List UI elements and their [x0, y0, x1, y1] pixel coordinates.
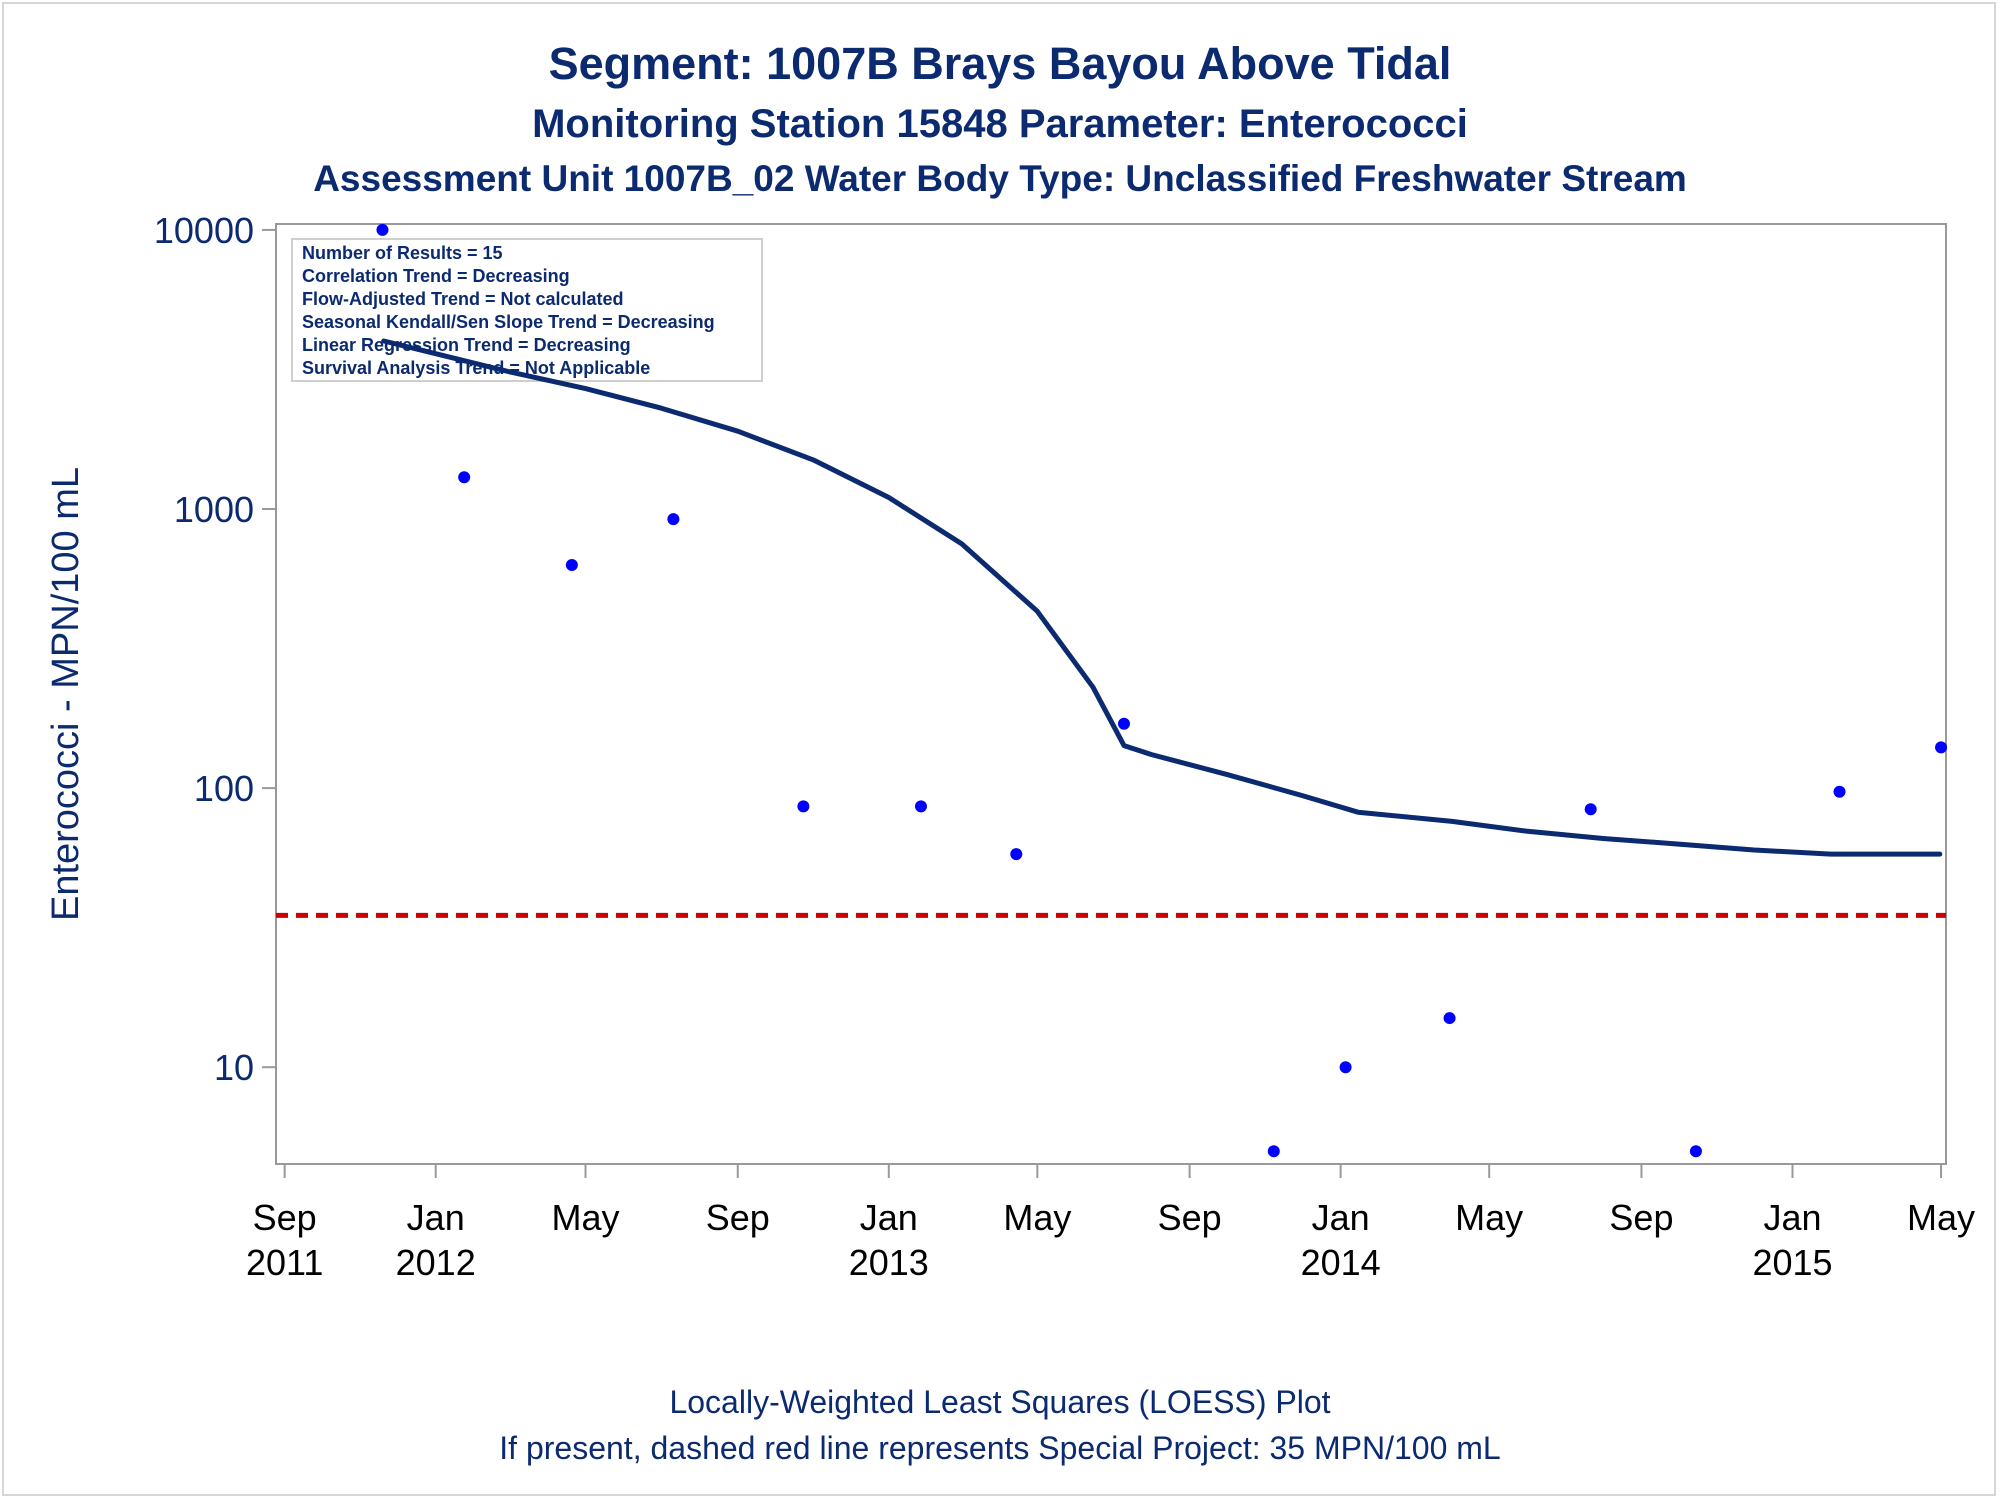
- data-point: [1833, 785, 1846, 798]
- data-point: [1443, 1012, 1456, 1025]
- data-point: [458, 471, 471, 484]
- legend-line: Number of Results = 15: [302, 243, 503, 263]
- x-tick-label: May: [1455, 1197, 1523, 1238]
- x-tick-year-label: 2014: [1301, 1242, 1381, 1283]
- x-tick-label: Sep: [253, 1197, 317, 1238]
- loess-line: [381, 338, 1943, 857]
- data-point: [376, 223, 389, 236]
- y-tick-label: 1000: [174, 489, 254, 530]
- data-point: [1267, 1145, 1280, 1158]
- data-point: [1584, 803, 1597, 816]
- data-point: [667, 513, 680, 526]
- y-tick-label: 100: [194, 768, 254, 809]
- x-tick-label: Sep: [1158, 1197, 1222, 1238]
- x-tick-label: Sep: [706, 1197, 770, 1238]
- data-point: [1117, 717, 1130, 730]
- data-point: [1689, 1145, 1702, 1158]
- x-tick-year-label: 2011: [246, 1242, 323, 1283]
- x-tick-year-label: 2015: [1752, 1242, 1832, 1283]
- legend-line: Correlation Trend = Decreasing: [302, 266, 570, 286]
- y-tick-label: 10000: [154, 210, 254, 251]
- legend-line: Survival Analysis Trend = Not Applicable: [302, 358, 650, 378]
- chart-subtitle-2: Assessment Unit 1007B_02 Water Body Type…: [313, 158, 1687, 199]
- legend-box: [291, 238, 763, 382]
- footnote-loess: Locally-Weighted Least Squares (LOESS) P…: [669, 1384, 1331, 1420]
- plot-area: [275, 223, 1947, 1165]
- x-tick-label: May: [1907, 1197, 1975, 1238]
- trend-legend: Number of Results = 15 Correlation Trend …: [291, 238, 763, 382]
- data-point: [797, 800, 810, 813]
- data-point: [1339, 1061, 1352, 1074]
- footnote-reference-line: If present, dashed red line represents S…: [499, 1430, 1501, 1466]
- data-point: [1010, 848, 1023, 861]
- x-tick-label: Jan: [860, 1197, 918, 1238]
- chart-subtitle: Monitoring Station 15848 Parameter: Ente…: [532, 102, 1468, 146]
- legend-line: Linear Regression Trend = Decreasing: [302, 335, 631, 355]
- y-tick-label: 10: [214, 1047, 254, 1088]
- data-point: [914, 800, 927, 813]
- x-tick-label: Jan: [1312, 1197, 1370, 1238]
- data-point: [1935, 741, 1948, 754]
- y-axis-label: Enterococci - MPN/100 mL: [45, 467, 87, 921]
- x-tick-label: Jan: [1763, 1197, 1821, 1238]
- x-tick-year-label: 2013: [849, 1242, 929, 1283]
- chart-title: Segment: 1007B Brays Bayou Above Tidal: [548, 38, 1452, 89]
- x-tick-label: Sep: [1609, 1197, 1673, 1238]
- data-point: [565, 559, 578, 572]
- x-tick-label: Jan: [407, 1197, 465, 1238]
- legend-line: Seasonal Kendall/Sen Slope Trend = Decre…: [302, 312, 715, 332]
- legend-line: Flow-Adjusted Trend = Not calculated: [302, 289, 624, 309]
- x-tick-year-label: 2012: [396, 1242, 476, 1283]
- x-tick-label: May: [1003, 1197, 1071, 1238]
- x-tick-label: May: [551, 1197, 619, 1238]
